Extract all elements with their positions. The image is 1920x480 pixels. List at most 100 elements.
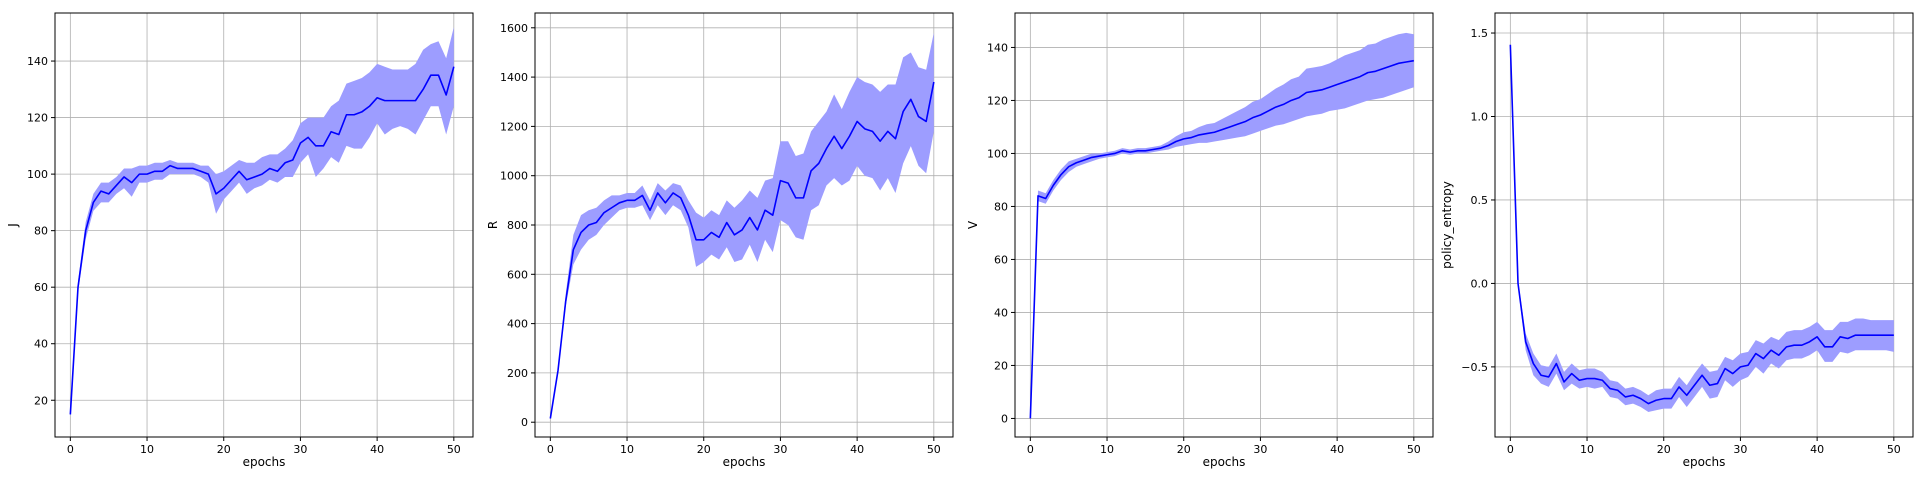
data-point (1366, 71, 1369, 74)
data-point (825, 147, 828, 150)
data-point (848, 135, 851, 138)
y-tick-label: 0.0 (1471, 277, 1489, 290)
x-tick-label: 0 (67, 443, 74, 456)
data-point (1190, 136, 1193, 139)
data-point (771, 214, 774, 217)
data-point (833, 135, 836, 138)
data-point (146, 173, 149, 176)
data-point (649, 209, 652, 212)
data-point (337, 133, 340, 136)
data-point (587, 224, 590, 227)
data-point (138, 173, 141, 176)
data-point (1351, 78, 1354, 81)
confidence-band (1030, 32, 1414, 419)
data-point (618, 201, 621, 204)
data-point (633, 199, 636, 202)
data-point (1029, 417, 1032, 420)
data-point (1823, 345, 1826, 348)
data-point (580, 231, 583, 234)
data-point (1282, 103, 1285, 106)
data-point (1524, 340, 1527, 343)
data-point (917, 115, 920, 118)
x-tick-label: 20 (1177, 443, 1191, 456)
data-point (1098, 155, 1101, 158)
y-tick-label: 100 (27, 168, 48, 181)
data-point (1647, 402, 1650, 405)
y-tick-label: 200 (507, 367, 528, 380)
data-point (253, 175, 256, 178)
series-line (1509, 44, 1894, 405)
y-axis-label: policy_entropy (1440, 181, 1454, 269)
data-point (1060, 173, 1063, 176)
data-point (1578, 379, 1581, 382)
data-point (1228, 125, 1231, 128)
data-point (779, 179, 782, 182)
data-point (748, 216, 751, 219)
data-point (399, 99, 402, 102)
axes-frame (1494, 12, 1914, 438)
series-line (69, 66, 455, 415)
x-tick-label: 40 (370, 443, 384, 456)
data-point (1731, 372, 1734, 375)
data-point (1532, 362, 1535, 365)
data-point (879, 140, 882, 143)
x-tick-label: 50 (447, 443, 461, 456)
data-point (1624, 395, 1627, 398)
data-point (1747, 364, 1750, 367)
data-point (1586, 377, 1589, 380)
y-tick-label: 1200 (500, 120, 528, 133)
data-point (664, 201, 667, 204)
y-tick-label: 1.5 (1471, 27, 1489, 40)
data-point (345, 113, 348, 116)
data-point (725, 221, 728, 224)
y-tick-label: 600 (507, 268, 528, 281)
data-point (437, 74, 440, 77)
y-tick-label: 400 (507, 318, 528, 331)
chart-panel-1: 0 10 20 30 40 50 20 40 60 80 100 120 140 epochs J (6, 12, 474, 469)
data-point (230, 178, 233, 181)
data-point (1182, 137, 1185, 140)
confidence-band (1510, 44, 1894, 412)
data-point (603, 211, 606, 214)
data-point (353, 113, 356, 116)
y-tick-label: 140 (987, 41, 1008, 54)
x-tick-label: 30 (1733, 443, 1747, 456)
data-point (445, 93, 448, 96)
x-tick-label: 30 (1253, 443, 1267, 456)
data-point (1083, 159, 1086, 162)
data-point (1320, 88, 1323, 91)
data-point (1290, 99, 1293, 102)
y-axis-label: R (486, 221, 500, 229)
data-point (368, 105, 371, 108)
y-tick-label: 80 (994, 200, 1008, 213)
data-point (429, 74, 432, 77)
y-tick-label: 1600 (500, 22, 528, 35)
data-point (376, 96, 379, 99)
x-tick-label: 0 (1507, 443, 1514, 456)
x-tick-label: 40 (1330, 443, 1344, 456)
data-point (299, 142, 302, 145)
data-point (1777, 354, 1780, 357)
data-point (1167, 144, 1170, 147)
x-axis-label: epochs (243, 455, 286, 469)
data-point (557, 369, 560, 372)
data-point (1570, 372, 1573, 375)
data-point (764, 209, 767, 212)
x-tick-label: 0 (547, 443, 554, 456)
data-point (1205, 132, 1208, 135)
data-point (1770, 349, 1773, 352)
data-point (84, 229, 87, 232)
data-point (787, 182, 790, 185)
data-point (1869, 334, 1872, 337)
data-point (794, 196, 797, 199)
data-point (1236, 123, 1239, 126)
data-point (1113, 152, 1116, 155)
y-tick-label: −0.5 (1461, 361, 1488, 374)
x-tick-label: 20 (1657, 443, 1671, 456)
y-tick-label: 120 (27, 112, 48, 125)
data-point (92, 201, 95, 204)
data-point (1877, 334, 1880, 337)
data-point (1555, 362, 1558, 365)
y-tick-label: 80 (34, 225, 48, 238)
data-point (810, 169, 813, 172)
